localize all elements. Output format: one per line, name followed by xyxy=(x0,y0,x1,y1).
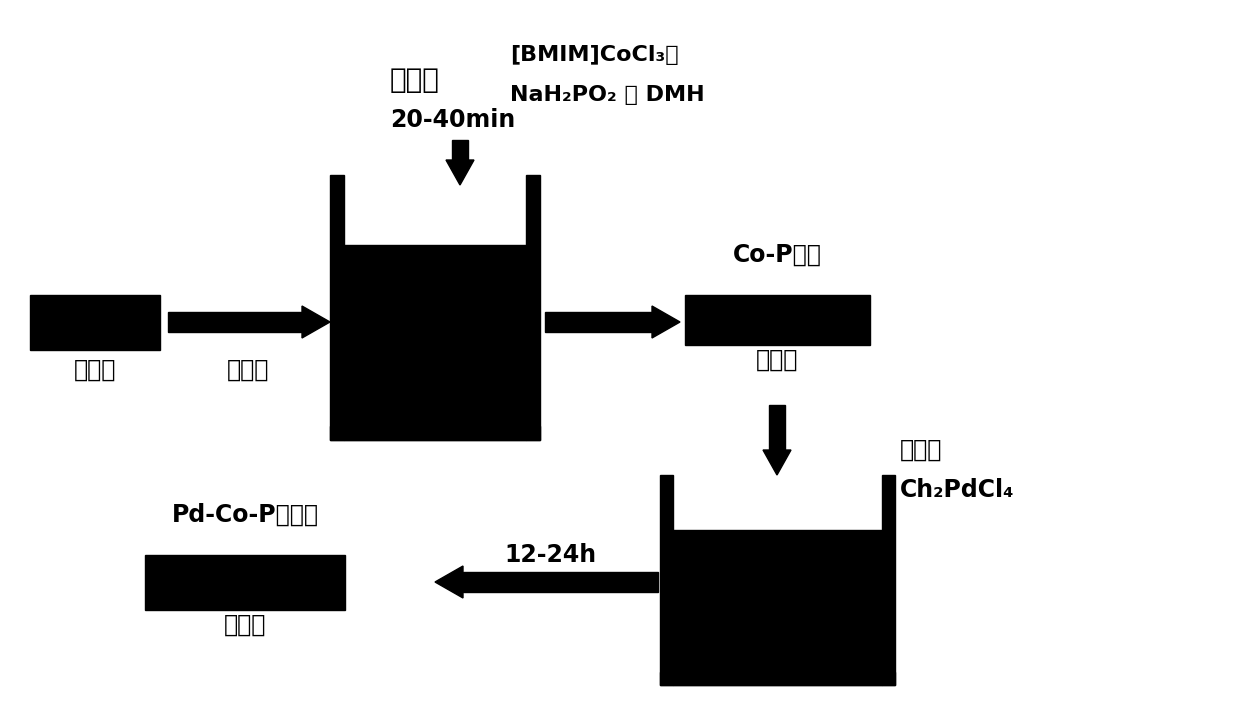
Polygon shape xyxy=(446,160,474,185)
Bar xyxy=(769,405,785,450)
Bar xyxy=(660,475,673,685)
Bar xyxy=(684,295,870,345)
Text: 石墨板: 石墨板 xyxy=(223,613,267,637)
Text: 石墨板: 石墨板 xyxy=(74,358,117,382)
Bar xyxy=(660,672,895,685)
Bar xyxy=(145,555,345,610)
Text: [BMIM]CoCl₃、: [BMIM]CoCl₃、 xyxy=(510,45,678,65)
Text: 浸泡在: 浸泡在 xyxy=(900,438,942,462)
Text: 石墨板: 石墨板 xyxy=(756,348,799,372)
Text: 预处理: 预处理 xyxy=(227,358,269,382)
Bar xyxy=(673,530,882,685)
Polygon shape xyxy=(303,306,330,338)
Bar xyxy=(167,312,303,332)
Bar xyxy=(30,295,160,350)
Text: 化学镀: 化学镀 xyxy=(391,66,440,94)
Bar xyxy=(526,175,539,440)
Polygon shape xyxy=(435,566,463,598)
Bar xyxy=(882,475,895,685)
Bar xyxy=(673,475,882,530)
Text: 20-40min: 20-40min xyxy=(391,108,516,132)
Text: Pd-Co-P复合膜: Pd-Co-P复合膜 xyxy=(171,503,319,527)
Bar xyxy=(453,140,467,160)
Text: Ch₂PdCl₄: Ch₂PdCl₄ xyxy=(900,478,1014,502)
Bar xyxy=(330,426,539,440)
Bar xyxy=(343,175,526,245)
Text: NaH₂PO₂ 、 DMH: NaH₂PO₂ 、 DMH xyxy=(510,85,704,105)
Text: Co-P镱层: Co-P镱层 xyxy=(733,243,821,267)
Bar xyxy=(330,175,343,440)
Bar xyxy=(546,312,652,332)
Polygon shape xyxy=(652,306,680,338)
Polygon shape xyxy=(763,450,791,475)
Bar xyxy=(343,245,526,440)
Text: 12-24h: 12-24h xyxy=(503,543,596,567)
Bar xyxy=(463,572,658,592)
